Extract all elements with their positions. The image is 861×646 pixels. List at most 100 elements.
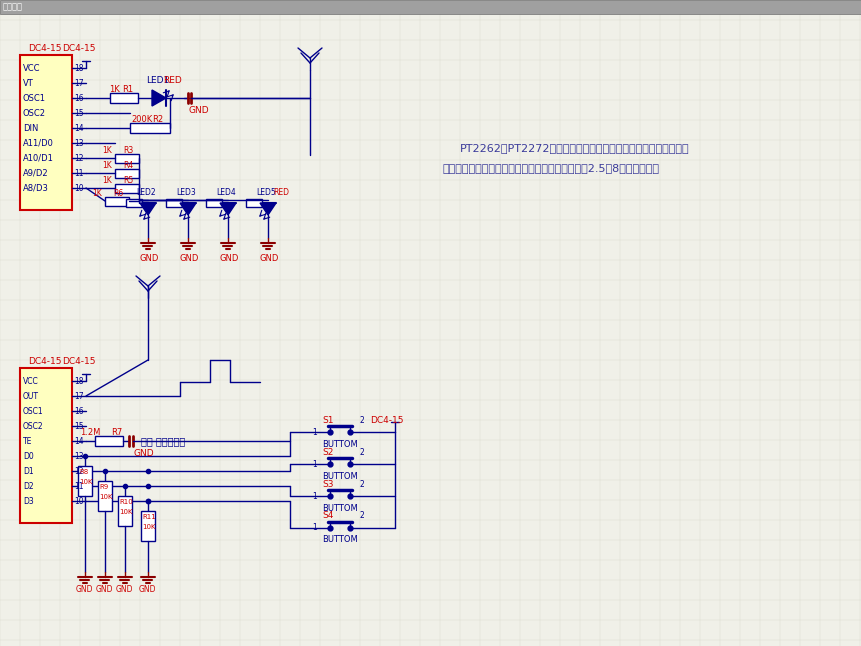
Bar <box>115 184 139 193</box>
Text: BUTTOM: BUTTOM <box>322 503 357 512</box>
Text: 13: 13 <box>74 138 84 147</box>
Text: GND: GND <box>76 585 93 594</box>
Text: A10/D1: A10/D1 <box>23 154 53 163</box>
Bar <box>98 481 112 511</box>
Text: OUT: OUT <box>23 391 39 401</box>
Bar <box>95 436 123 446</box>
Text: 17: 17 <box>74 79 84 87</box>
Text: RED: RED <box>163 76 182 85</box>
Bar <box>245 199 262 207</box>
Text: 1K: 1K <box>108 85 120 94</box>
Text: D0: D0 <box>23 452 34 461</box>
Text: GND: GND <box>180 253 199 262</box>
Text: TE: TE <box>23 437 33 446</box>
Bar <box>118 496 132 526</box>
Text: 12: 12 <box>74 154 84 163</box>
Text: VCC: VCC <box>23 377 39 386</box>
Text: DC4-15: DC4-15 <box>62 43 96 52</box>
Text: 1: 1 <box>312 428 316 437</box>
Text: R6: R6 <box>113 189 123 198</box>
Text: OSC2: OSC2 <box>23 109 46 118</box>
Bar <box>0 0 861 14</box>
Text: GND: GND <box>96 585 114 594</box>
Text: 1: 1 <box>312 459 316 468</box>
Text: R11: R11 <box>142 514 156 520</box>
Text: DIN: DIN <box>23 123 39 132</box>
Text: VCC: VCC <box>23 63 40 72</box>
Text: 17: 17 <box>74 391 84 401</box>
Bar <box>115 169 139 178</box>
Text: 16: 16 <box>74 94 84 103</box>
Text: DC4-15: DC4-15 <box>369 415 403 424</box>
Text: D2: D2 <box>23 481 34 490</box>
Text: GND: GND <box>139 253 159 262</box>
Text: 10: 10 <box>74 497 84 506</box>
Bar <box>115 154 139 163</box>
Bar <box>105 197 129 206</box>
Text: GND: GND <box>220 253 239 262</box>
Bar <box>77 466 92 496</box>
Text: D1: D1 <box>23 466 34 475</box>
Text: A8/D3: A8/D3 <box>23 183 49 193</box>
Text: 1K: 1K <box>102 160 112 169</box>
Bar <box>206 199 222 207</box>
Bar <box>20 368 72 523</box>
Text: 2: 2 <box>360 512 364 521</box>
Text: PT2262和PT2272除地址编码必须完全一致外，振荡电阻还必须匹: PT2262和PT2272除地址编码必须完全一致外，振荡电阻还必须匹 <box>460 143 689 153</box>
Text: LED1: LED1 <box>146 76 169 85</box>
Text: GND: GND <box>133 448 154 457</box>
Text: 时能 低电平有效: 时能 低电平有效 <box>141 436 185 446</box>
Bar <box>126 199 142 207</box>
Polygon shape <box>152 90 166 106</box>
Bar <box>141 511 155 541</box>
Text: 10: 10 <box>74 183 84 193</box>
Text: 15: 15 <box>74 109 84 118</box>
Text: 10K: 10K <box>142 524 155 530</box>
Text: S4: S4 <box>322 512 333 521</box>
Text: 1K: 1K <box>102 176 112 185</box>
Polygon shape <box>139 203 156 215</box>
Text: BUTTOM: BUTTOM <box>322 472 357 481</box>
Text: LED3: LED3 <box>176 187 195 196</box>
Text: 10K: 10K <box>79 479 92 485</box>
Text: 13: 13 <box>74 452 84 461</box>
Text: R3: R3 <box>123 145 133 154</box>
Text: R8: R8 <box>79 469 88 475</box>
Text: DC4-15: DC4-15 <box>28 43 61 52</box>
Text: R7: R7 <box>111 428 122 437</box>
Text: DC4-15: DC4-15 <box>62 357 96 366</box>
Text: GND: GND <box>139 585 157 594</box>
Text: GND: GND <box>116 585 133 594</box>
Text: 1K: 1K <box>102 145 112 154</box>
Text: RED: RED <box>273 187 288 196</box>
Bar <box>110 93 138 103</box>
Text: 10K: 10K <box>119 509 133 515</box>
Text: 一般要求译码器振荡频率要高于编码器振荡频率的2.5～8倍，与不同厂: 一般要求译码器振荡频率要高于编码器振荡频率的2.5～8倍，与不同厂 <box>443 163 660 173</box>
Text: LED5: LED5 <box>256 187 276 196</box>
Text: BUTTOM: BUTTOM <box>322 536 357 545</box>
Text: 2: 2 <box>360 479 364 488</box>
Text: 1: 1 <box>312 492 316 501</box>
Text: R2: R2 <box>152 114 163 123</box>
Text: 1K: 1K <box>92 189 102 198</box>
Text: OSC1: OSC1 <box>23 406 44 415</box>
Text: S2: S2 <box>322 448 333 457</box>
Text: 12: 12 <box>74 466 84 475</box>
Text: R10: R10 <box>119 499 133 505</box>
Text: 11: 11 <box>74 169 84 178</box>
Text: LED4: LED4 <box>216 187 235 196</box>
Text: 18: 18 <box>74 63 84 72</box>
Text: DC4-15: DC4-15 <box>28 357 61 366</box>
Text: 16: 16 <box>74 406 84 415</box>
Text: 10K: 10K <box>99 494 113 500</box>
Text: OSC1: OSC1 <box>23 94 46 103</box>
Text: GND: GND <box>260 253 279 262</box>
Text: R9: R9 <box>99 484 108 490</box>
Text: 1.2M: 1.2M <box>80 428 100 437</box>
Text: 200K: 200K <box>131 114 152 123</box>
Bar <box>166 199 182 207</box>
Text: 11: 11 <box>74 481 84 490</box>
Text: GND: GND <box>189 105 209 114</box>
Text: R1: R1 <box>122 85 133 94</box>
Text: OSC2: OSC2 <box>23 421 44 430</box>
